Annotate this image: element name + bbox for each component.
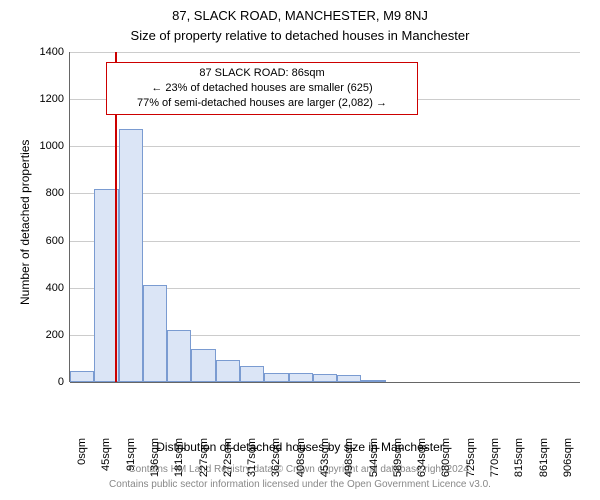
xtick-label: 362sqm bbox=[270, 438, 282, 488]
ytick-label: 200 bbox=[24, 329, 64, 341]
ytick-label: 800 bbox=[24, 187, 64, 199]
xtick-label: 45sqm bbox=[100, 438, 112, 488]
xtick-label: 408sqm bbox=[295, 438, 307, 488]
xtick-label: 453sqm bbox=[319, 438, 331, 488]
xtick-label: 498sqm bbox=[343, 438, 355, 488]
histogram-bar bbox=[337, 375, 361, 382]
xtick-label: 136sqm bbox=[149, 438, 161, 488]
xtick-label: 227sqm bbox=[198, 438, 210, 488]
xtick-label: 861sqm bbox=[538, 438, 550, 488]
xtick-label: 815sqm bbox=[513, 438, 525, 488]
histogram-bar bbox=[119, 129, 143, 382]
y-axis-label: Number of detached properties bbox=[18, 140, 32, 305]
xtick-label: 544sqm bbox=[368, 438, 380, 488]
grid-line bbox=[70, 193, 580, 194]
x-axis-line bbox=[70, 382, 580, 383]
y-axis-line bbox=[69, 52, 70, 382]
histogram-bar bbox=[264, 373, 288, 382]
grid-line bbox=[70, 52, 580, 53]
xtick-label: 680sqm bbox=[440, 438, 452, 488]
ytick-label: 1400 bbox=[24, 46, 64, 58]
grid-line bbox=[70, 146, 580, 147]
address-title: 87, SLACK ROAD, MANCHESTER, M9 8NJ bbox=[0, 8, 600, 23]
xtick-label: 0sqm bbox=[76, 438, 88, 488]
xtick-label: 725sqm bbox=[465, 438, 477, 488]
ytick-label: 600 bbox=[24, 235, 64, 247]
histogram-bar bbox=[361, 380, 385, 382]
histogram-bar bbox=[143, 285, 167, 382]
chart-container: 87, SLACK ROAD, MANCHESTER, M9 8NJ Size … bbox=[0, 0, 600, 500]
histogram-bar bbox=[191, 349, 215, 382]
histogram-bar bbox=[289, 373, 313, 382]
xtick-label: 634sqm bbox=[416, 438, 428, 488]
xtick-label: 770sqm bbox=[489, 438, 501, 488]
ytick-label: 1000 bbox=[24, 140, 64, 152]
histogram-bar bbox=[240, 366, 264, 383]
histogram-bar bbox=[313, 374, 337, 382]
legend-line-1: 87 SLACK ROAD: 86sqm bbox=[107, 66, 417, 81]
xtick-label: 181sqm bbox=[173, 438, 185, 488]
xtick-label: 906sqm bbox=[562, 438, 574, 488]
ytick-label: 400 bbox=[24, 282, 64, 294]
grid-line bbox=[70, 241, 580, 242]
legend-line-3: 77% of semi-detached houses are larger (… bbox=[107, 96, 417, 111]
xtick-label: 317sqm bbox=[246, 438, 258, 488]
ytick-label: 1200 bbox=[24, 93, 64, 105]
chart-title: Size of property relative to detached ho… bbox=[0, 28, 600, 43]
xtick-label: 272sqm bbox=[222, 438, 234, 488]
xtick-label: 91sqm bbox=[125, 438, 137, 488]
xtick-label: 589sqm bbox=[392, 438, 404, 488]
ytick-label: 0 bbox=[24, 376, 64, 388]
histogram-bar bbox=[70, 371, 94, 382]
histogram-bar bbox=[167, 330, 191, 382]
legend-box: 87 SLACK ROAD: 86sqm ← 23% of detached h… bbox=[106, 62, 418, 115]
histogram-bar bbox=[216, 360, 240, 382]
legend-line-2: ← 23% of detached houses are smaller (62… bbox=[107, 81, 417, 96]
